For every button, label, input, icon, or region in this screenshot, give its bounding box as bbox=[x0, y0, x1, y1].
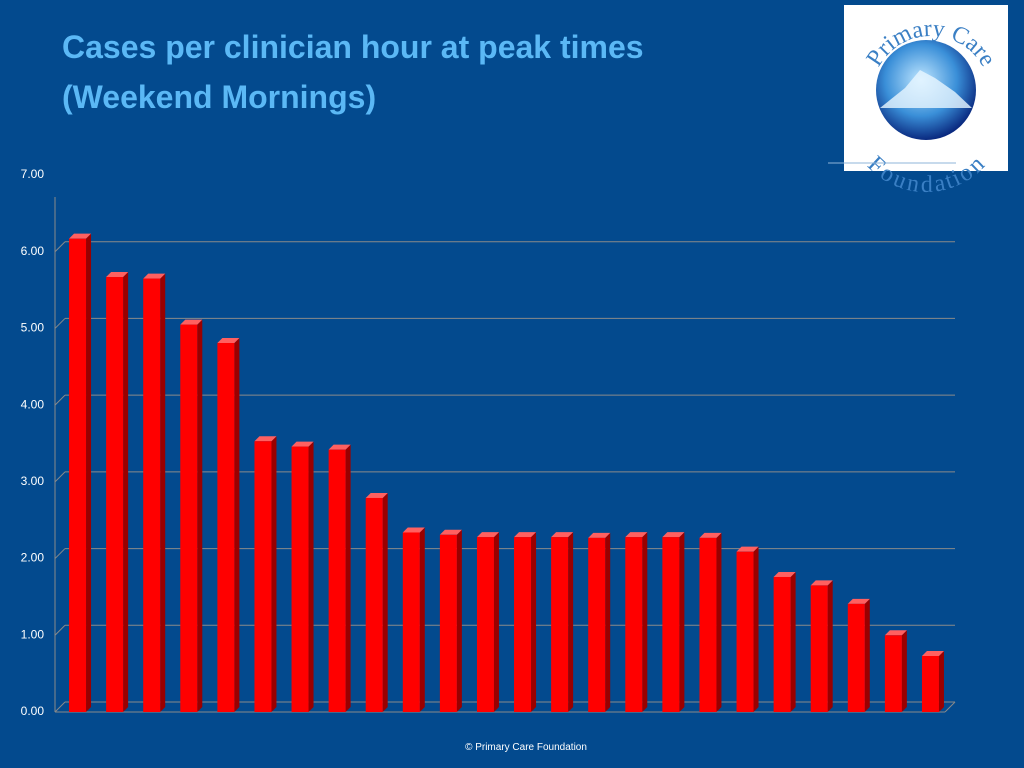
bar bbox=[402, 532, 420, 712]
grid-line bbox=[54, 471, 66, 483]
bar-side bbox=[605, 532, 611, 712]
bar-side bbox=[790, 571, 796, 712]
bar bbox=[439, 534, 457, 712]
logo-iceberg bbox=[880, 70, 972, 108]
bar bbox=[921, 655, 939, 712]
bar-side bbox=[864, 598, 870, 712]
bar-top bbox=[847, 598, 870, 604]
bar bbox=[291, 446, 309, 712]
bar-side bbox=[160, 273, 166, 712]
bar-side bbox=[568, 532, 574, 712]
bar-top bbox=[291, 441, 314, 447]
bar-top bbox=[143, 273, 166, 279]
y-tick-label: 1.00 bbox=[21, 627, 45, 641]
bar-top bbox=[699, 532, 722, 538]
bar bbox=[773, 576, 791, 712]
bar bbox=[588, 537, 606, 712]
y-tick-label: 3.00 bbox=[21, 474, 45, 488]
bar-side bbox=[827, 580, 833, 712]
bar-side bbox=[234, 338, 240, 712]
bar-top bbox=[921, 650, 944, 656]
bar-top bbox=[625, 532, 648, 538]
bar bbox=[847, 603, 865, 712]
bar bbox=[884, 635, 902, 712]
bar-top bbox=[254, 436, 277, 442]
bar-side bbox=[456, 529, 462, 712]
bar-top bbox=[810, 580, 833, 586]
bar bbox=[328, 449, 346, 712]
y-tick-label: 6.00 bbox=[21, 244, 45, 258]
bar bbox=[254, 441, 272, 712]
bar-top bbox=[365, 492, 388, 498]
bar bbox=[699, 537, 717, 712]
y-tick-label: 2.00 bbox=[21, 551, 45, 565]
bar-top bbox=[439, 529, 462, 535]
bar bbox=[625, 537, 643, 712]
bar-top bbox=[773, 571, 796, 577]
y-tick-label: 4.00 bbox=[21, 397, 45, 411]
bar-top bbox=[514, 532, 537, 538]
grid-line bbox=[54, 394, 66, 406]
bar bbox=[143, 278, 161, 712]
bar-side bbox=[345, 444, 351, 712]
bar-side bbox=[382, 492, 388, 712]
bar-side bbox=[679, 532, 685, 712]
y-tick-label: 5.00 bbox=[21, 321, 45, 335]
bar-side bbox=[642, 532, 648, 712]
grid-line bbox=[54, 241, 66, 253]
bar bbox=[662, 537, 680, 712]
bar-top bbox=[106, 272, 129, 278]
bar bbox=[180, 324, 198, 712]
bar-side bbox=[197, 319, 203, 712]
bar-side bbox=[308, 441, 314, 712]
bar-side bbox=[123, 272, 129, 712]
bar bbox=[217, 343, 235, 712]
floor-edge bbox=[944, 701, 956, 713]
y-tick-label: 0.00 bbox=[21, 704, 45, 718]
bar-side bbox=[531, 532, 537, 712]
bar bbox=[551, 537, 569, 712]
chart-title: Cases per clinician hour at peak times bbox=[62, 29, 644, 65]
chart-title: (Weekend Mornings) bbox=[62, 79, 376, 115]
bar-side bbox=[716, 532, 722, 712]
bar-side bbox=[938, 650, 944, 712]
bar-top bbox=[884, 630, 907, 636]
grid-line bbox=[54, 318, 66, 329]
bar-side bbox=[901, 630, 907, 712]
bar bbox=[736, 551, 754, 712]
bar-top bbox=[476, 532, 499, 538]
bar bbox=[476, 537, 494, 712]
bar bbox=[365, 497, 383, 712]
footer: © Primary Care Foundation bbox=[465, 742, 587, 753]
bar-top bbox=[69, 233, 92, 239]
bar-side bbox=[86, 233, 92, 712]
bar-side bbox=[493, 532, 499, 712]
bar bbox=[69, 238, 87, 712]
bar bbox=[810, 585, 828, 712]
bar-top bbox=[736, 546, 759, 552]
bar bbox=[106, 277, 124, 712]
bar-top bbox=[328, 444, 351, 450]
y-tick-label: 7.00 bbox=[21, 167, 45, 181]
bar bbox=[514, 537, 532, 712]
grid-line bbox=[54, 548, 66, 559]
bar-top bbox=[180, 319, 203, 325]
bar-side bbox=[419, 527, 425, 712]
bar-side bbox=[753, 546, 759, 712]
logo: Primary Care Foundation bbox=[828, 5, 1008, 198]
bar-top bbox=[588, 532, 611, 538]
bar-side bbox=[271, 436, 277, 712]
bar-top bbox=[217, 338, 240, 344]
bar-top bbox=[662, 532, 685, 538]
grid-line bbox=[54, 624, 66, 636]
grid-line bbox=[54, 701, 66, 713]
bar-top bbox=[551, 532, 574, 538]
bar-top bbox=[402, 527, 425, 533]
